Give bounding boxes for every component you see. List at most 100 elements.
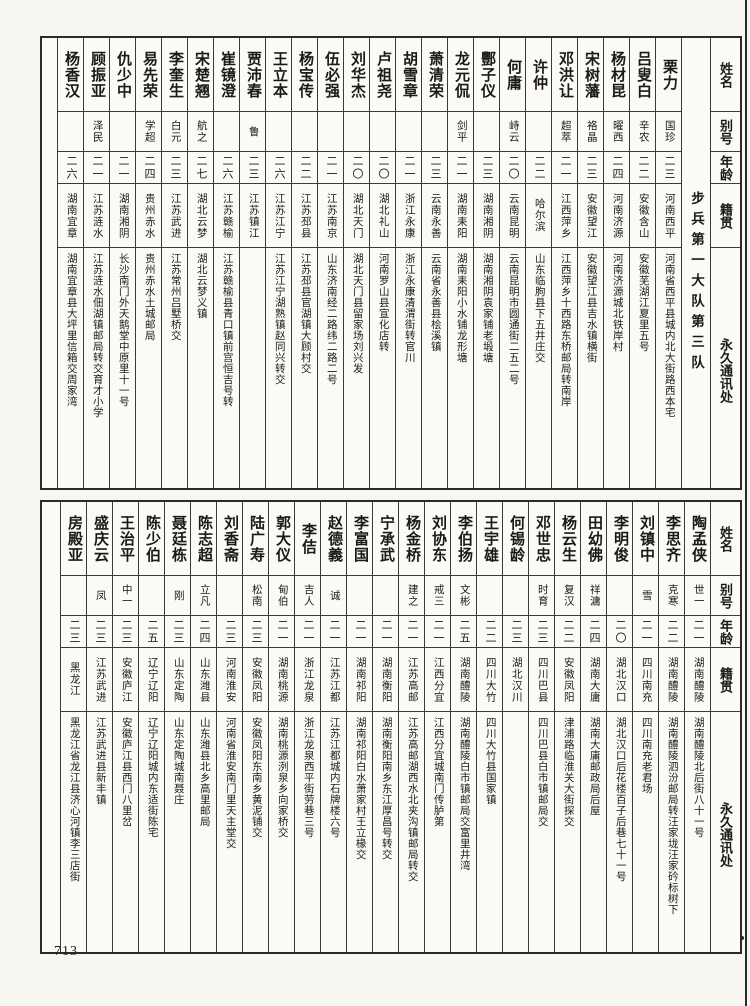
person-native-place: 湖南宜章 [58, 184, 83, 248]
person-name: 杨宝传 [292, 38, 317, 112]
person-native-place: 河南西平 [656, 184, 681, 248]
person-column: 陆广寿 松南 二三 安徽凤阳 安徽凤阳东南乡黄泥铺交 [242, 502, 268, 952]
person-alias: 峙云 [500, 112, 525, 152]
person-name: 宋楚翘 [188, 38, 213, 112]
person-age: 二一 [295, 616, 320, 648]
person-native-place: 江苏武进 [162, 184, 187, 248]
person-alias [607, 576, 632, 616]
person-age: 二〇 [370, 152, 395, 184]
person-column: 李思齐 克寒 二二 湖南醴陵 湖南醴陵泗汾邮局转汪家垅汪家砛标树下 [658, 502, 684, 952]
person-name: 卢祖尧 [370, 38, 395, 112]
person-age: 二三 [503, 616, 528, 648]
person-name: 刘协东 [425, 502, 450, 576]
person-column: 田幼佛 祥滽 二四 湖南大庸 湖南大庸邮政局后屋 [580, 502, 606, 952]
person-alias: 中一 [113, 576, 138, 616]
person-address: 江苏武进县新丰镇 [94, 717, 106, 805]
person-alias: 泽民 [84, 112, 109, 152]
person-address: 江苏高邮湖西水北夹沟镇邮局转交 [406, 717, 418, 882]
person-native-place: 安徽凤阳 [555, 648, 580, 712]
person-native-place: 安徽望江 [578, 184, 603, 248]
person-address: 山东济南经二路纬二路二号 [325, 253, 337, 385]
header-column: 姓名 别号 年龄 籍贯 永久通讯处 [710, 38, 740, 488]
person-age: 二〇 [500, 152, 525, 184]
person-alias: 吉人 [295, 576, 320, 616]
person-alias [214, 112, 239, 152]
person-name: 邓洪让 [552, 38, 577, 112]
person-age: 二一 [425, 616, 450, 648]
person-column: 宋树藩 袼晶 二三 安徽望江 安徽望江县吉水镇横街 [577, 38, 603, 488]
person-address: 江西萍乡十西路东桥邮局转南岸 [559, 253, 571, 407]
person-native-place: 湖南耒阳 [448, 184, 473, 248]
person-name: 贾沛春 [240, 38, 265, 112]
person-address: 山东临朐县下五井庄交 [533, 253, 545, 363]
person-age: 二七 [188, 152, 213, 184]
person-native-place: 河南淮安 [217, 648, 242, 712]
person-native-place: 湖北天门 [344, 184, 369, 248]
person-alias [396, 112, 421, 152]
person-name: 王治平 [113, 502, 138, 576]
person-native-place: 江苏镇江 [240, 184, 265, 248]
person-address: 长沙南门外天鹅堂中原里十一号 [117, 253, 129, 407]
person-name: 赵德義 [321, 502, 346, 576]
person-age: 二〇 [344, 152, 369, 184]
person-column: 赵德義 诚 二一 江苏江都 江苏江都城内石牌楼六号 [320, 502, 346, 952]
person-age: 二三 [474, 152, 499, 184]
person-column: 易先荣 学超 二四 贵州赤水 贵州赤水土城邮局 [135, 38, 161, 488]
person-column: 刘香斋 二三 河南淮安 河南省淮安南门里天主堂交 [216, 502, 242, 952]
person-address: 湖南宜章县大坪里信箱交周家湾 [65, 253, 77, 407]
person-address: 浙江龙泉西平街劳巷三号 [302, 717, 314, 838]
person-alias: 袼晶 [578, 112, 603, 152]
person-address: 湖南桃源洌泉乡向家桥交 [276, 717, 288, 838]
roster-table-bottom: 姓名 别号 年龄 籍贯 永久通讯处 陶孟侠 世一 二一 湖南醴陵 湖南醴陵北后街… [40, 500, 742, 954]
person-address: 江苏涟水佃湖镇邮局转交育才小学 [91, 253, 103, 418]
person-alias [344, 112, 369, 152]
person-native-place: 江苏涟水 [84, 184, 109, 248]
person-alias [58, 112, 83, 152]
person-age: 二一 [399, 616, 424, 648]
person-alias [370, 112, 395, 152]
person-column: 贾沛春 鲁 二三 江苏镇江 [239, 38, 265, 488]
person-column: 聂廷栋 刚 二三 山东定陶 山东定陶城南聂庄 [164, 502, 190, 952]
header-age-label: 年龄 [711, 152, 740, 184]
person-column: 郭大仪 甸伯 二一 湖南桃源 湖南桃源洌泉乡向家桥交 [268, 502, 294, 952]
person-age: 二二 [477, 616, 502, 648]
person-column: 盛庆云 凤 二三 江苏武进 江苏武进县新丰镇 [86, 502, 112, 952]
person-age: 二二 [555, 616, 580, 648]
person-address: 湖南耒阳小水铺龙形塘 [455, 253, 467, 363]
person-alias [526, 112, 551, 152]
person-native-place: 湖北礼山 [370, 184, 395, 248]
person-address: 湖南大庸邮政局后屋 [588, 717, 600, 816]
person-name: 伍必强 [318, 38, 343, 112]
header-alias-label: 别号 [711, 112, 740, 152]
person-age: 二一 [321, 616, 346, 648]
person-name: 李思齐 [659, 502, 684, 576]
person-address: 河南省淮安南门里天主堂交 [224, 717, 236, 849]
person-native-place: 黑龙江 [61, 648, 86, 712]
person-age: 二三 [578, 152, 603, 184]
person-native-place: 湖南衡阳 [373, 648, 398, 712]
person-name: 盛庆云 [87, 502, 112, 576]
person-name: 刘华杰 [344, 38, 369, 112]
person-column: 栗力 国珍 二三 河南西平 河南省西平县城内北大街路西本宅 [655, 38, 681, 488]
person-name: 栗力 [656, 38, 681, 112]
person-native-place: 江西萍乡 [552, 184, 577, 248]
person-column: 龙元侃 剑平 二一 湖南耒阳 湖南耒阳小水铺龙形塘 [447, 38, 473, 488]
person-native-place: 哈尔滨 [526, 184, 551, 248]
person-column: 王治平 中一 二三 安徽庐江 安徽庐江县西门八里岔 [112, 502, 138, 952]
person-age: 二一 [448, 152, 473, 184]
person-column: 伍必强 二一 江苏南京 山东济南经二路纬二路二号 [317, 38, 343, 488]
person-column: 陈少伯 二五 辽宁辽阳 辽宁辽阳城内东适街陈宅 [138, 502, 164, 952]
person-column: 李富国 二一 湖南祁阳 湖南祁阳白水萧家村王立椽交 [346, 502, 372, 952]
person-native-place: 湖南大庸 [581, 648, 606, 712]
person-column: 李奎生 白元 二三 江苏武进 江苏常州吕墅桥交 [161, 38, 187, 488]
person-address: 安徽凤阳东南乡黄泥铺交 [250, 717, 262, 838]
header-name-label: 姓名 [711, 502, 740, 576]
person-name: 杨材昆 [604, 38, 629, 112]
person-column: 房殿亚 二三 黑龙江 黑龙江省龙江县济心河镇李三店街 [60, 502, 86, 952]
person-alias: 剑平 [448, 112, 473, 152]
tables-container: 姓名 别号 年龄 籍贯 永久通讯处 步兵第一大队第三队 栗力 国珍 二三 河南西… [40, 36, 742, 964]
person-column: 崔镜澄 二六 江苏赣榆 江苏赣榆县青口镇前宫恒吉号转 [213, 38, 239, 488]
person-address: 湖北汉口后花楼百子后巷七十一号 [614, 717, 626, 882]
person-column: 李明俊 二〇 湖北汉口 湖北汉口后花楼百子后巷七十一号 [606, 502, 632, 952]
person-name: 顾振亚 [84, 38, 109, 112]
